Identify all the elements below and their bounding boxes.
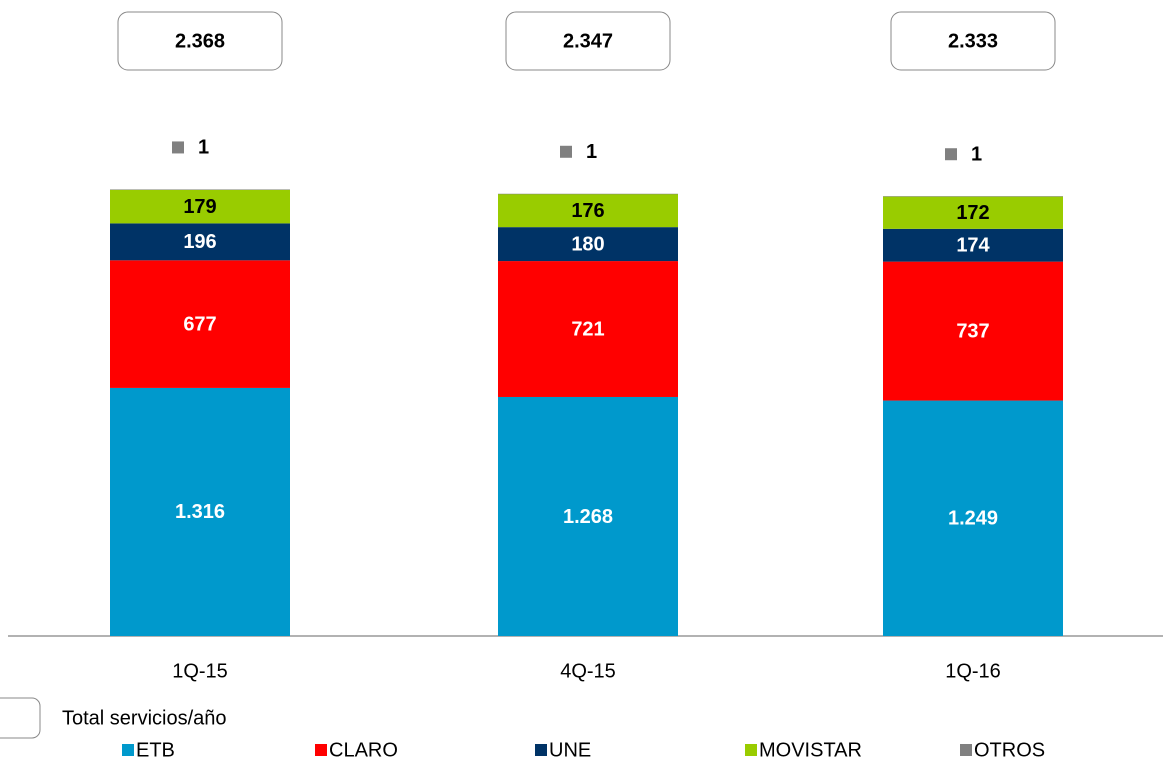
bar-segment bbox=[498, 396, 678, 636]
data-label: 1.268 bbox=[563, 506, 613, 528]
bar-segment bbox=[498, 193, 678, 228]
bar-segment bbox=[110, 387, 290, 636]
data-label: 1 bbox=[198, 137, 209, 159]
bar-segment bbox=[883, 261, 1063, 401]
x-tick-label: 1Q-15 bbox=[172, 660, 228, 682]
otros-marker bbox=[172, 141, 184, 154]
data-label: 176 bbox=[571, 200, 604, 222]
legend-label: OTROS bbox=[974, 739, 1045, 761]
legend-label: MOVISTAR bbox=[759, 739, 862, 761]
legend-label: ETB bbox=[136, 739, 175, 761]
total-box bbox=[117, 11, 283, 71]
data-label: 180 bbox=[571, 233, 604, 255]
data-label: 196 bbox=[183, 231, 216, 253]
bar-segment bbox=[110, 189, 290, 224]
data-label: 179 bbox=[183, 196, 216, 218]
total-label: 2.347 bbox=[563, 30, 613, 52]
data-label: 1.316 bbox=[175, 501, 225, 523]
total-legend-label: Total servicios/año bbox=[62, 707, 227, 729]
x-tick-label: 1Q-16 bbox=[945, 660, 1001, 682]
data-label: 1 bbox=[586, 141, 597, 163]
total-box bbox=[890, 11, 1056, 71]
total-legend-box bbox=[0, 697, 41, 739]
legend-swatch bbox=[960, 744, 972, 756]
total-box bbox=[505, 11, 671, 71]
data-label: 172 bbox=[956, 202, 989, 224]
data-label: 1 bbox=[971, 144, 982, 166]
bar-segment bbox=[498, 261, 678, 397]
data-label: 174 bbox=[956, 235, 990, 257]
bar-segment bbox=[110, 223, 290, 261]
bar-segment bbox=[498, 227, 678, 262]
otros-marker bbox=[560, 145, 572, 158]
legend-swatch bbox=[122, 744, 134, 756]
bar-segment bbox=[883, 196, 1063, 197]
data-label: 677 bbox=[183, 313, 216, 335]
bar-segment bbox=[110, 260, 290, 388]
legend-label: CLARO bbox=[329, 739, 398, 761]
bar-segment bbox=[883, 196, 1063, 229]
bar-segment bbox=[110, 189, 290, 190]
legend-label: UNE bbox=[549, 739, 591, 761]
data-label: 721 bbox=[571, 318, 604, 340]
data-label: 737 bbox=[956, 320, 989, 342]
x-tick-label: 4Q-15 bbox=[560, 660, 616, 682]
otros-marker bbox=[945, 148, 957, 161]
bar-segment bbox=[498, 193, 678, 195]
bar-segment bbox=[883, 400, 1063, 636]
total-label: 2.333 bbox=[948, 30, 998, 52]
bar-segment bbox=[883, 228, 1063, 262]
legend-swatch bbox=[315, 744, 327, 756]
legend-swatch bbox=[535, 744, 547, 756]
data-label: 1.249 bbox=[948, 508, 998, 530]
legend-swatch bbox=[745, 744, 757, 756]
total-label: 2.368 bbox=[175, 30, 225, 52]
